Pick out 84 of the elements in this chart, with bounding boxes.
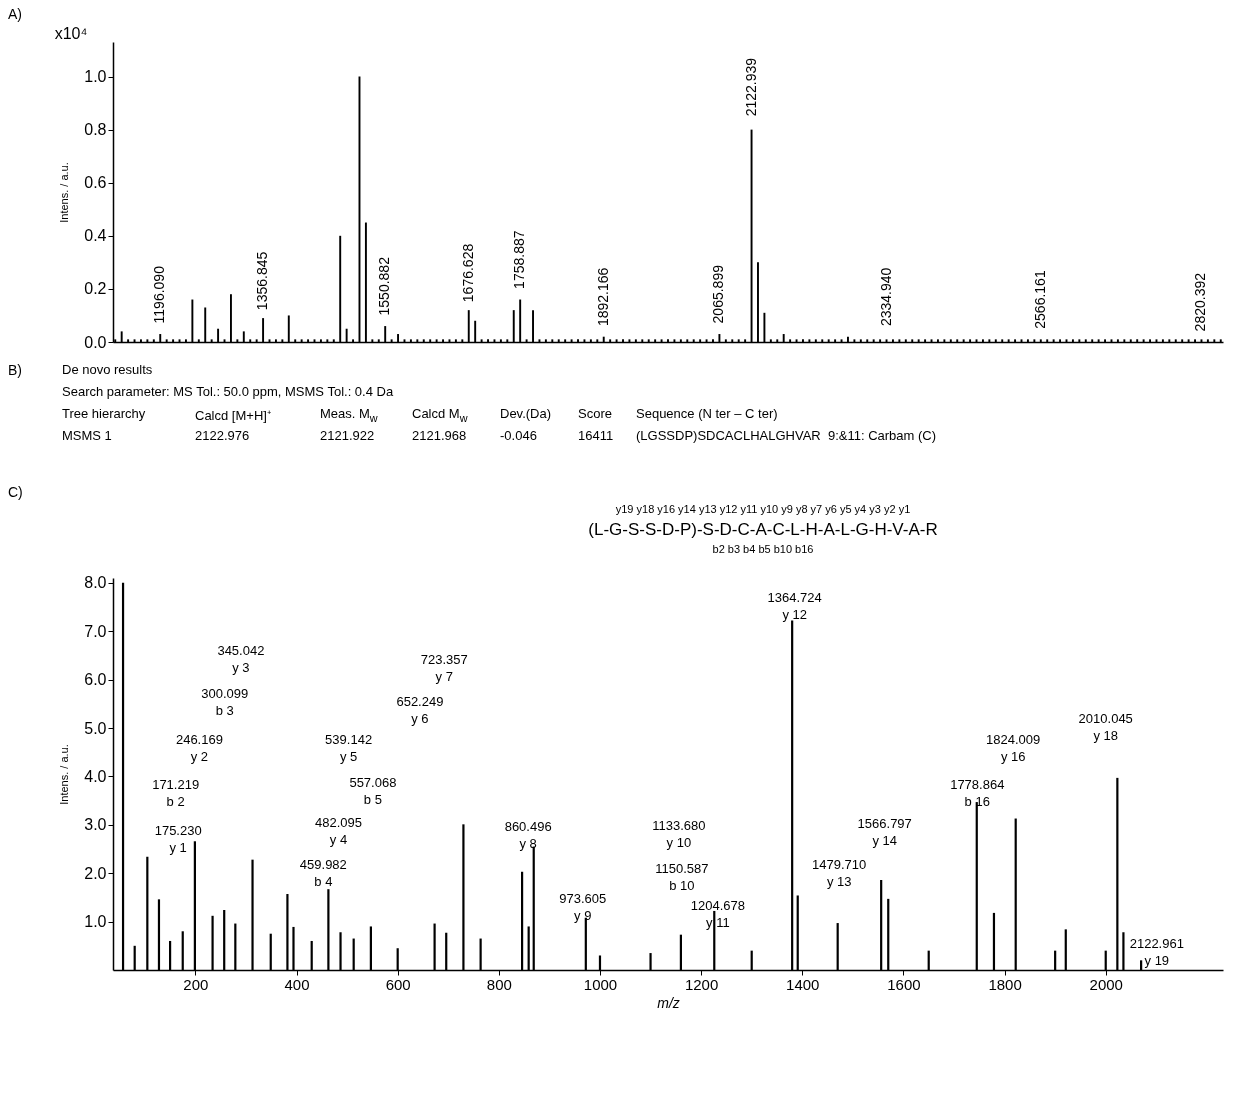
text: (LGSSDP)SDCACLHALGHVAR 9:&11: Carbam (C) <box>636 428 937 443</box>
text: Tree hierarchy <box>62 406 146 421</box>
text: Calcd [M+H]⁺ <box>195 407 271 424</box>
annotation: 557.068 b 5 <box>349 775 397 808</box>
annotation: 175.230 y 1 <box>154 822 202 855</box>
y-tick-label: 2.0 <box>84 864 107 882</box>
text: Dev.(Da) <box>500 406 552 421</box>
text: Calcd M$_{w}$ <box>412 406 468 424</box>
x-tick-label: 800 <box>486 975 512 993</box>
annotation: 1824.009 y 16 <box>986 732 1041 765</box>
annotation: 1204.678 y 11 <box>690 897 745 930</box>
text: Search parameter: MS Tol.: 50.0 ppm, MSMS Tol.: 0.4 Da <box>62 384 394 399</box>
annotation: 1133.680 y 10 <box>652 817 706 850</box>
x-tick-label: 1600 <box>887 975 921 993</box>
x-tick-label: 400 <box>284 975 310 993</box>
annotation: 723.357 y 7 <box>420 651 468 684</box>
y-tick-label: 5.0 <box>84 719 107 737</box>
text: 2121.968 <box>412 428 467 443</box>
annotation: 2334.940 <box>877 267 894 327</box>
text: Score <box>578 406 612 421</box>
annotation: 2820.392 <box>1192 272 1209 332</box>
annotation: 1778.864 b 16 <box>950 776 1005 809</box>
y-tick-label: 6.0 <box>84 671 107 689</box>
text: -0.046 <box>500 428 537 443</box>
x-tick-label: 1400 <box>786 975 820 993</box>
x-tick-label: 200 <box>183 975 209 993</box>
text: 2121.922 <box>320 428 375 443</box>
annotation: 345.042 y 3 <box>217 643 265 676</box>
annotation: 1676.628 <box>459 243 476 303</box>
text: MSMS 1 <box>62 428 112 443</box>
text: (L-G-S-S-D-P)-S-D-C-A-C-L-H-A-L-G-H-V-A-R <box>588 520 938 539</box>
x-tick-label: 1800 <box>988 975 1022 993</box>
text: x10⁴ <box>54 25 88 42</box>
x-tick-label: 600 <box>385 975 411 993</box>
chart-title: C) <box>8 484 23 500</box>
x-tick-label: 1200 <box>684 975 719 993</box>
annotation: 1150.587 b 10 <box>655 861 709 894</box>
annotation: 459.982 b 4 <box>299 856 347 889</box>
text: b2 b3 b4 b5 b10 b16 <box>712 543 814 555</box>
text: De novo results <box>62 362 153 377</box>
x-axis-title: m/z <box>657 994 680 1011</box>
annotation: 1550.882 <box>376 256 393 316</box>
y-tick-label: 3.0 <box>84 816 107 834</box>
annotation: 2010.045 y 18 <box>1078 710 1133 743</box>
y-tick-label: 1.0 <box>84 913 107 931</box>
text: Sequence (N ter – C ter) <box>636 406 778 421</box>
y-tick-label: 8.0 <box>84 574 107 592</box>
y-tick-label: 7.0 <box>84 622 107 640</box>
text: 16411 <box>578 428 614 443</box>
x-tick-label: 1000 <box>583 975 618 993</box>
annotation: 1479.710 y 13 <box>812 856 867 889</box>
y-tick-label: 0.6 <box>84 174 107 192</box>
y-tick-label: 0.2 <box>84 280 107 298</box>
annotation: 2065.899 <box>710 264 727 324</box>
annotation: 2122.939 <box>742 57 759 117</box>
y-tick-label: 0.0 <box>84 333 107 351</box>
annotation: 1892.166 <box>594 267 611 327</box>
annotation: 652.249 y 6 <box>396 694 444 727</box>
text: y19 y18 y16 y14 y13 y12 y11 y10 y9 y8 y7 y6 y5 y4 y3 y2 y1 <box>615 503 911 515</box>
annotation: 2122.961 y 19 <box>1129 935 1184 968</box>
annotation: 860.496 y 8 <box>504 818 552 851</box>
text: 2122.976 <box>195 428 250 443</box>
annotation: 1758.887 <box>511 230 528 289</box>
text: B) <box>8 362 22 378</box>
annotation: 171.219 b 2 <box>152 777 200 810</box>
y-tick-label: 4.0 <box>84 767 107 785</box>
annotation: 300.099 b 3 <box>201 685 249 718</box>
annotation: 1356.845 <box>254 251 271 311</box>
annotation: 482.095 y 4 <box>315 814 363 847</box>
annotation: 973.605 y 9 <box>559 891 607 924</box>
annotation: 1364.724 y 12 <box>767 589 822 622</box>
y-tick-label: 1.0 <box>84 68 107 86</box>
y-axis-title: Intens. / a.u. <box>58 162 71 223</box>
annotation: 539.142 y 5 <box>325 732 373 765</box>
annotation: 2566.161 <box>1031 270 1048 329</box>
chart-title: A) <box>8 6 22 22</box>
y-axis-title: Intens. / a.u. <box>58 744 71 805</box>
x-tick-label: 2000 <box>1089 975 1123 993</box>
y-tick-label: 0.4 <box>84 227 107 245</box>
annotation: 246.169 y 2 <box>175 732 223 765</box>
annotation: 1566.797 y 14 <box>857 815 912 848</box>
y-tick-label: 0.8 <box>84 121 107 139</box>
annotation: 1196.090 <box>151 265 168 324</box>
text: Meas. M$_{w}$ <box>320 406 378 424</box>
